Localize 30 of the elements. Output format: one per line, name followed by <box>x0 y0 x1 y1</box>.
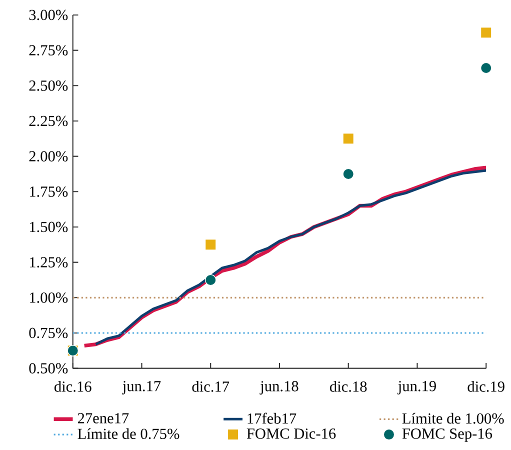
legend-label: Límite de 1.00% <box>402 412 504 424</box>
y-tick-label: 0.75% <box>29 328 68 338</box>
legend-label: 27ene17 <box>78 413 129 424</box>
legend-label: FOMC Sep-16 <box>402 428 492 442</box>
y-tick-label: 2.00% <box>29 151 68 162</box>
point <box>342 168 354 180</box>
y-tick-label: 2.25% <box>29 116 68 126</box>
x-tick-label: dic.19 <box>468 380 504 392</box>
y-tick-label: 3.00% <box>29 10 68 20</box>
y-tick-label: 2.75% <box>29 45 68 56</box>
point <box>480 26 492 38</box>
x-tick-label: dic.18 <box>330 380 367 392</box>
point <box>342 132 354 144</box>
y-tick-label: 1.75% <box>30 186 68 197</box>
point <box>204 274 216 286</box>
legend-label: 17feb17 <box>248 412 296 424</box>
y-tick-label: 2.50% <box>29 80 68 91</box>
x-tick-label: jun.19 <box>397 380 436 394</box>
legend-label: Límite de 0.75% <box>78 428 180 439</box>
x-tick-label: jun.18 <box>260 380 298 394</box>
x-tick-label: dic.17 <box>192 380 230 392</box>
y-tick-label: 1.25% <box>30 257 68 268</box>
point <box>204 238 216 250</box>
x-tick-label: jun.17 <box>122 380 161 394</box>
legend-label: FOMC Dic-16 <box>246 428 336 439</box>
x-tick-label: dic.16 <box>54 380 92 392</box>
point <box>480 62 492 74</box>
y-tick-label: 1.50% <box>30 222 68 232</box>
y-tick-label: 0.50% <box>29 363 68 374</box>
y-tick-label: 1.00% <box>30 292 68 303</box>
